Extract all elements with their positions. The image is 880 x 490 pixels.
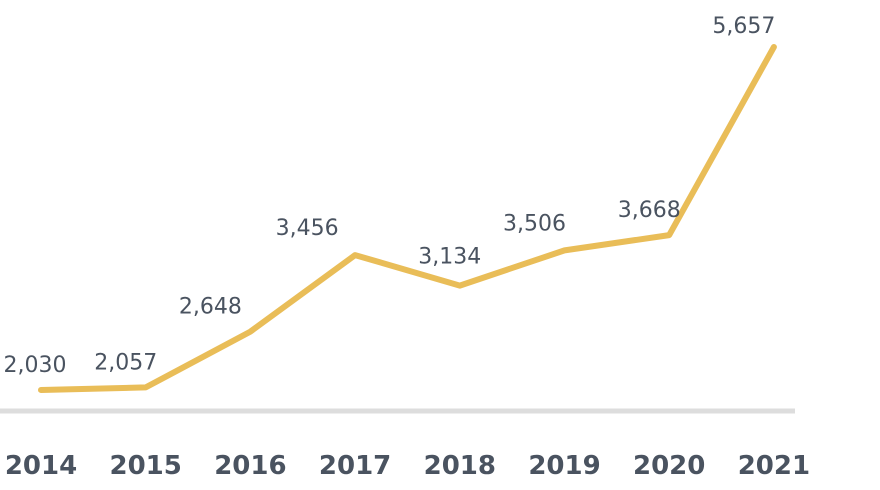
data-label-2019: 3,506 — [503, 211, 566, 236]
series-line — [38, 44, 777, 393]
x-tick-label-2021: 2021 — [738, 451, 810, 481]
data-label-2018: 3,134 — [418, 245, 481, 270]
data-label-2015: 2,057 — [94, 350, 157, 375]
data-label-2016: 2,648 — [179, 295, 242, 320]
x-tick-label-2016: 2016 — [214, 451, 286, 481]
x-tick-label-2018: 2018 — [424, 451, 496, 481]
data-label-2020: 3,668 — [618, 198, 681, 223]
data-labels: 2,030 2,057 2,648 3,456 3,134 3,506 3,668 5,657 — [4, 14, 776, 378]
x-tick-label-2014: 2014 — [5, 451, 77, 481]
x-axis-ticks: 2014 2015 2016 2017 2018 2019 2020 2021 — [5, 451, 810, 481]
data-label-2017: 3,456 — [276, 216, 339, 241]
x-tick-label-2020: 2020 — [633, 451, 705, 481]
x-tick-label-2017: 2017 — [319, 451, 391, 481]
x-tick-label-2015: 2015 — [110, 451, 182, 481]
x-tick-label-2019: 2019 — [528, 451, 600, 481]
data-label-2021: 5,657 — [712, 14, 775, 39]
data-label-2014: 2,030 — [4, 353, 67, 378]
